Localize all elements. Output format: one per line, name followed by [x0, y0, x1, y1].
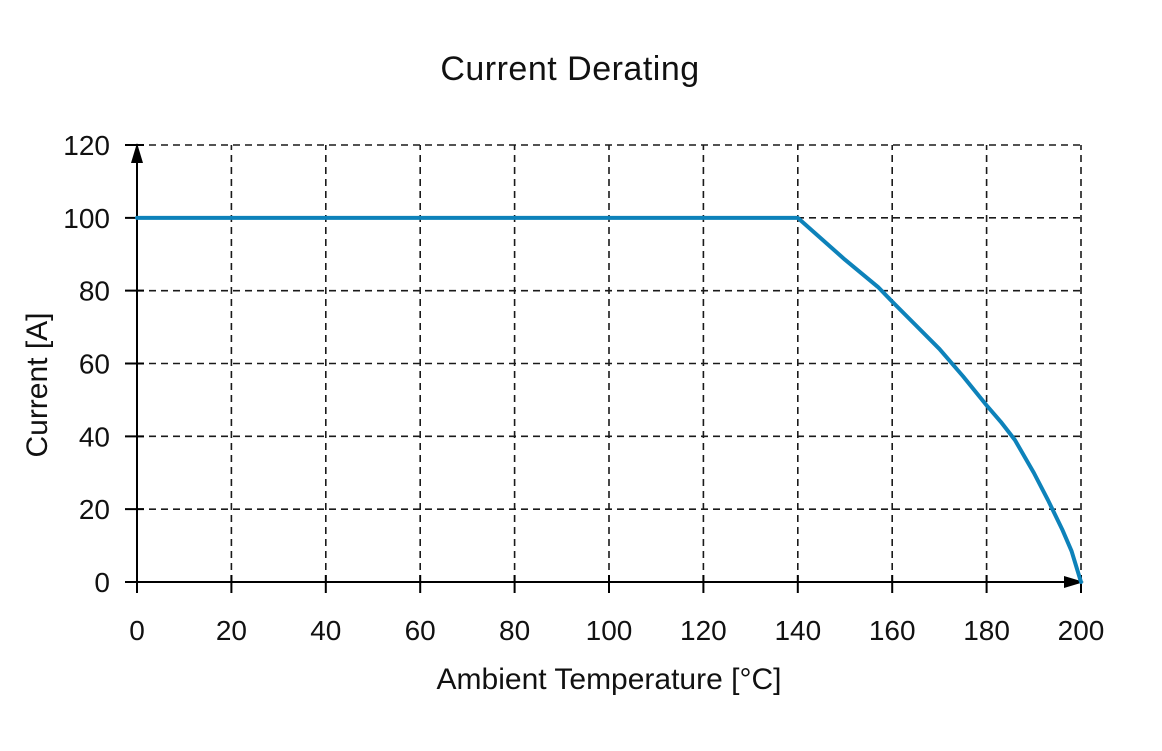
y-tick-label: 80 — [79, 276, 110, 307]
chart-title: Current Derating — [440, 50, 700, 88]
derating-curve — [135, 215, 1083, 584]
y-tick-label: 100 — [63, 203, 110, 234]
x-tick-label: 200 — [1058, 615, 1105, 646]
x-tick-label: 140 — [774, 615, 821, 646]
y-tick-label: 60 — [79, 349, 110, 380]
y-tick-label: 20 — [79, 494, 110, 525]
x-tick-label: 160 — [869, 615, 916, 646]
x-tick-label: 120 — [680, 615, 727, 646]
x-tick-label: 80 — [499, 615, 530, 646]
y-tick-label: 0 — [94, 567, 110, 598]
y-axis-arrowhead — [131, 143, 143, 163]
x-tick-label: 60 — [405, 615, 436, 646]
x-axis-title: Ambient Temperature [°C] — [436, 663, 782, 696]
x-tick-label: 40 — [310, 615, 341, 646]
x-tick-label: 100 — [586, 615, 633, 646]
x-tick-label: 0 — [129, 615, 145, 646]
y-tick-label: 120 — [63, 130, 110, 161]
x-tick-label: 20 — [216, 615, 247, 646]
x-axis-arrowhead — [1064, 576, 1084, 588]
y-tick-label: 40 — [79, 421, 110, 452]
x-tick-label: 180 — [963, 615, 1010, 646]
